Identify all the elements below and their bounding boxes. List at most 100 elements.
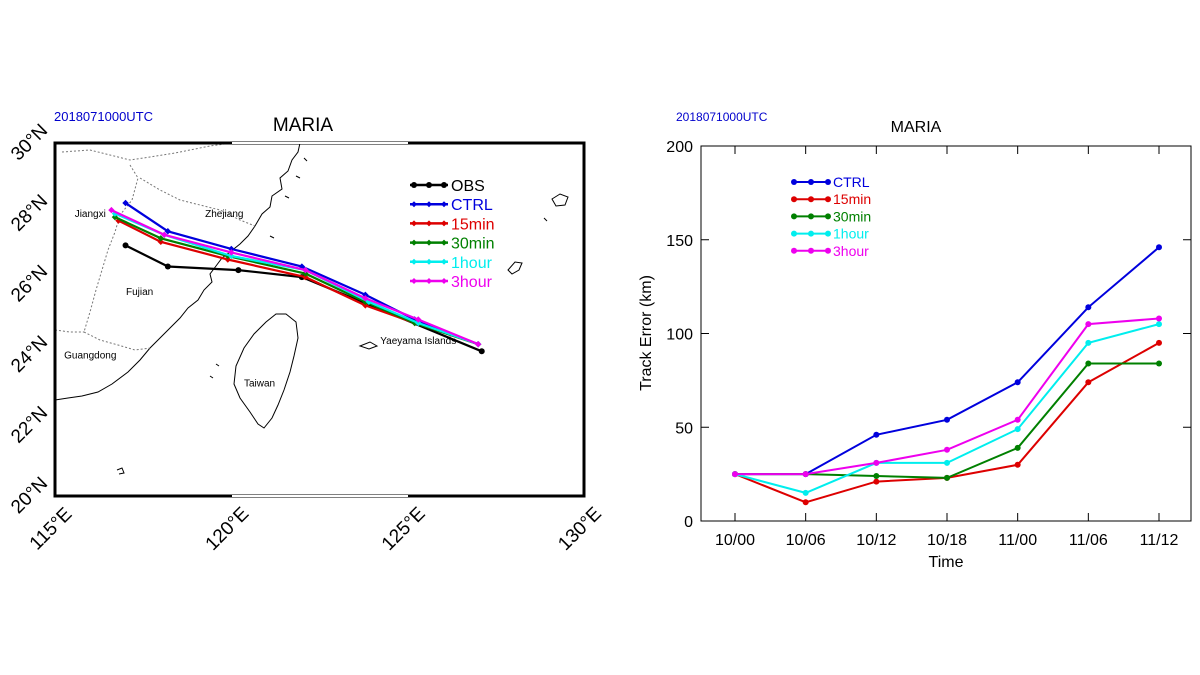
error-datetime-label: 2018071000UTC (676, 110, 768, 124)
error-point-30min (1156, 360, 1162, 367)
error-y-ticks: 0 50 100 150 200 (666, 139, 1191, 531)
error-point-30min (1014, 444, 1021, 451)
error-title: MARIA (891, 119, 942, 136)
track-point-3hour (475, 341, 482, 348)
error-point-1hour (1085, 339, 1092, 346)
map-legend-marker-1hour (411, 258, 417, 265)
error-legend-marker-1hour (825, 230, 831, 237)
error-legend-marker-30min (825, 213, 831, 220)
error-x-tick-label-10-18: 10/18 (927, 532, 967, 549)
track-point-3hour (161, 231, 168, 238)
province-border-north (61, 143, 233, 161)
map-tracks (108, 199, 485, 355)
map-legend-marker-1hour (441, 258, 447, 265)
error-legend-label-1hour: 1hour (833, 226, 869, 242)
map-x-tick-labels: 115°E 120°E 125°E 130°E (26, 503, 606, 555)
error-point-15min (1156, 339, 1162, 346)
map-legend-label-15min: 15min (451, 216, 495, 233)
error-point-3hour (944, 446, 950, 453)
error-y-tick-label-200: 200 (666, 139, 693, 156)
province-border-jiangxi-fujian (83, 164, 139, 333)
place-label-zhejiang: Zhejiang (205, 209, 243, 220)
error-y-tick-label-100: 100 (666, 327, 693, 344)
track-point-obs (478, 348, 485, 355)
error-point-ctrl (1156, 244, 1162, 251)
map-basemap (55, 143, 569, 475)
map-legend-label-ctrl: CTRL (451, 197, 493, 214)
track-point-3hour (108, 206, 115, 214)
error-point-3hour (1085, 321, 1092, 328)
track-point-30min (111, 213, 119, 221)
province-border-zhejiang-fujian (139, 177, 256, 227)
map-y-tick-28: 28°N (7, 191, 52, 236)
error-x-tick-label-11-12: 11/12 (1140, 532, 1179, 549)
error-legend-label-30min: 30min (833, 208, 871, 224)
track-point-1hour (228, 252, 235, 260)
track-point-ctrl (164, 228, 172, 235)
error-point-3hour (732, 471, 738, 478)
map-legend-label-1hour: 1hour (451, 255, 493, 272)
error-legend-marker-ctrl (825, 179, 831, 185)
error-line-1hour (734, 323, 1160, 494)
map-legend-label-3hour: 3hour (451, 274, 493, 291)
error-x-tick-label-11-06: 11/06 (1069, 532, 1108, 549)
mainland-coastline (55, 143, 301, 401)
error-y-axis-label: Track Error (km) (638, 275, 655, 391)
error-point-ctrl (1014, 379, 1021, 386)
track-point-obs (164, 263, 171, 270)
track-point-ctrl (122, 199, 129, 207)
map-y-tick-20: 20°N (7, 473, 52, 518)
island-okinawa (507, 261, 523, 275)
error-legend-label-15min: 15min (833, 191, 871, 207)
track-point-3hour (415, 316, 422, 323)
track-map-panel: 2018071000UTC MARIA Jiangx (7, 109, 606, 555)
error-lines (732, 244, 1162, 506)
error-point-1hour (1014, 426, 1021, 433)
error-point-30min (1085, 360, 1092, 367)
error-legend-label-3hour: 3hour (833, 243, 869, 259)
error-point-ctrl (873, 431, 880, 438)
map-legend-marker-3hour (411, 278, 417, 284)
error-point-3hour (802, 471, 809, 478)
place-label-taiwan: Taiwan (244, 379, 275, 390)
map-legend-marker-1hour (426, 258, 432, 265)
error-legend-marker-3hour (825, 247, 831, 254)
error-legend-marker-1hour (791, 230, 797, 237)
error-x-ticks: 10/00 10/06 10/12 10/18 11/00 11/06 11/12 (715, 146, 1179, 549)
island-south (116, 467, 125, 475)
map-x-tick-115: 115°E (26, 504, 77, 555)
error-legend-marker-3hour (791, 247, 797, 254)
track-point-30min (157, 235, 164, 242)
map-legend: OBS CTRL 15min 30min 1hour 3hour (410, 178, 495, 291)
track-point-3hour (302, 266, 309, 274)
place-label-jiangxi: Jiangxi (75, 209, 106, 220)
province-border-guangdong (55, 329, 84, 333)
track-point-3hour (228, 249, 235, 256)
map-datetime-label: 2018071000UTC (54, 109, 153, 124)
error-x-axis-label: Time (929, 554, 964, 571)
map-legend-marker-ctrl (426, 201, 432, 208)
map-y-tick-30: 30°N (7, 120, 52, 165)
error-legend-label-ctrl: CTRL (833, 174, 870, 190)
place-label-guangdong: Guangdong (64, 350, 116, 361)
map-legend-marker-obs (441, 182, 447, 188)
map-y-tick-labels: 20°N 22°N 24°N 26°N 28°N 30°N (7, 120, 52, 518)
track-point-15min (157, 238, 164, 246)
map-title: MARIA (273, 115, 334, 136)
error-legend-marker-30min (791, 213, 797, 220)
track-point-15min (224, 256, 232, 263)
error-legend-marker-15min (825, 196, 831, 203)
map-legend-marker-15min (441, 220, 447, 227)
error-x-tick-label-10-12: 10/12 (856, 532, 896, 549)
error-y-tick-label-150: 150 (666, 233, 693, 250)
taiwan-coastline (233, 313, 299, 429)
map-legend-marker-3hour (426, 278, 432, 284)
map-legend-label-obs: OBS (451, 178, 485, 195)
error-line-ctrl (735, 246, 1160, 476)
map-legend-marker-ctrl (411, 201, 417, 208)
error-legend-marker-ctrl (791, 179, 797, 185)
error-point-3hour (873, 459, 880, 466)
error-legend-marker-15min (808, 196, 814, 203)
map-place-labels: Jiangxi Zhejiang Fujian Guangdong Taiwan Yaey… (64, 209, 456, 389)
